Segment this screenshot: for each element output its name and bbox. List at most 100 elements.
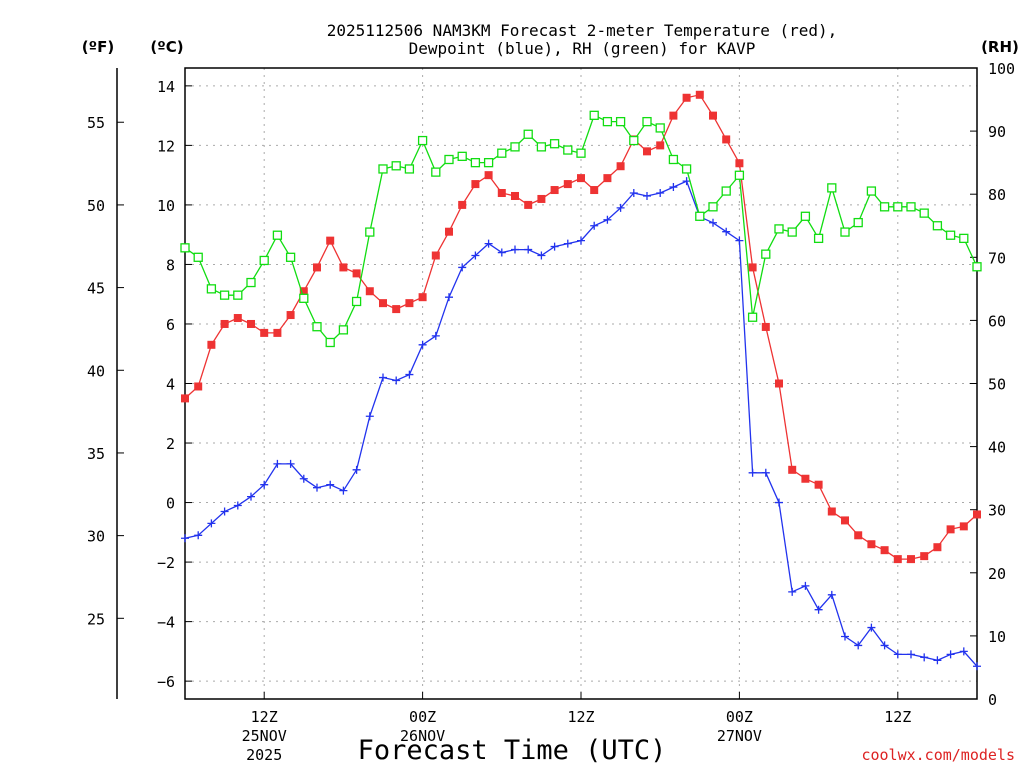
temperature-point-25 — [511, 191, 519, 200]
rh-point-47 — [800, 211, 811, 221]
temperature-point-13 — [352, 269, 361, 278]
f-tick-label-1: 50 — [87, 197, 105, 215]
temperature-point-29 — [563, 180, 572, 189]
temperature-point-56 — [920, 552, 929, 561]
rh-point-19 — [431, 167, 441, 177]
temperature-point-37 — [669, 111, 678, 120]
temperature-point-51 — [854, 531, 863, 540]
dewpoint-point-15 — [379, 373, 387, 382]
temperature-point-60 — [973, 510, 981, 519]
temperature-point-55 — [907, 555, 915, 564]
c-tick-label-2: 10 — [157, 197, 175, 215]
dewpoint-point-32 — [603, 215, 612, 224]
rh-point-57 — [932, 221, 943, 231]
chart-title-line2: Dewpoint (blue), RH (green) for KAVP — [409, 39, 756, 58]
temperature-point-2 — [207, 340, 216, 349]
dewpoint-point-17 — [405, 370, 414, 379]
temperature-series — [181, 90, 981, 564]
rh-point-5 — [246, 277, 256, 288]
temperature-point-18 — [418, 293, 427, 302]
dewpoint-point-51 — [854, 641, 863, 650]
rh-point-12 — [338, 325, 349, 335]
dewpoint-point-16 — [392, 376, 401, 385]
dewpoint-series — [181, 177, 981, 671]
temperature-point-23 — [484, 171, 493, 180]
rh-point-58 — [945, 230, 956, 240]
dewpoint-point-35 — [643, 191, 651, 200]
rh-point-28 — [549, 139, 560, 149]
rh-point-13 — [351, 296, 362, 307]
rh-point-27 — [536, 142, 547, 152]
rh-point-52 — [866, 186, 877, 196]
c-tick-label-3: 8 — [166, 256, 175, 274]
temperature-point-24 — [497, 189, 506, 198]
rh-point-20 — [444, 154, 454, 165]
temperature-point-30 — [577, 174, 585, 183]
temperature-point-5 — [247, 319, 255, 328]
dewpoint-point-1 — [194, 531, 203, 540]
dewpoint-point-40 — [709, 218, 717, 227]
rh-tick-label-6: 40 — [988, 439, 1006, 457]
dewpoint-point-7 — [273, 459, 282, 468]
temperature-point-1 — [194, 382, 203, 391]
series-layer — [180, 90, 982, 671]
temperature-point-22 — [471, 180, 480, 189]
rh-point-21 — [457, 151, 467, 161]
c-tick-label-6: 2 — [166, 435, 175, 453]
dewpoint-point-42 — [735, 236, 744, 245]
rh-point-6 — [259, 255, 269, 266]
rh-point-32 — [602, 116, 613, 127]
c-tick-label-5: 4 — [166, 376, 175, 394]
chart-title-line1: 2025112506 NAM3KM Forecast 2-meter Tempe… — [327, 21, 838, 40]
rh-point-59 — [959, 233, 969, 244]
temperature-point-11 — [326, 236, 335, 245]
axis-ticks: 14121086420−2−4−612Z25NOV202500Z26NOV12Z… — [87, 60, 1015, 764]
temperature-point-54 — [893, 555, 902, 564]
rh-point-51 — [853, 217, 863, 228]
dewpoint-point-10 — [313, 483, 321, 492]
dewpoint-point-21 — [458, 263, 467, 272]
rh-tick-label-4: 60 — [988, 312, 1006, 330]
temperature-point-6 — [260, 328, 269, 337]
dewpoint-point-6 — [260, 480, 269, 489]
rh-point-48 — [813, 233, 824, 244]
f-tick-label-6: 25 — [87, 610, 105, 628]
dewpoint-point-50 — [841, 632, 849, 641]
temperature-point-17 — [405, 299, 414, 308]
temperature-point-20 — [445, 227, 453, 236]
dewpoint-point-52 — [867, 623, 876, 632]
rh-point-18 — [417, 135, 428, 146]
dewpoint-point-0 — [181, 534, 189, 543]
rh-point-40 — [708, 202, 718, 212]
f-tick-label-2: 45 — [87, 280, 105, 298]
grid-lines — [185, 68, 977, 699]
dewpoint-point-57 — [933, 656, 942, 665]
temperature-point-28 — [550, 186, 559, 195]
temperature-point-41 — [722, 135, 731, 144]
dewpoint-point-45 — [775, 498, 783, 507]
temperature-point-57 — [933, 543, 942, 552]
c-tick-label-7: 0 — [166, 495, 175, 513]
celsius-unit-label: (ºC) — [150, 38, 183, 56]
x-tick-label-2: 12Z — [567, 708, 594, 726]
temperature-point-33 — [616, 162, 625, 171]
c-tick-label-8: −2 — [157, 554, 175, 572]
rh-point-30 — [576, 148, 586, 158]
rh-tick-label-1: 90 — [988, 123, 1006, 141]
x-tick-date-1: 26NOV — [400, 727, 445, 745]
rh-point-9 — [299, 293, 309, 303]
rh-point-33 — [615, 116, 626, 127]
temperature-point-45 — [775, 379, 783, 388]
dewpoint-point-46 — [788, 587, 797, 596]
dewpoint-point-43 — [748, 468, 757, 477]
temperature-point-52 — [867, 540, 876, 549]
dewpoint-point-44 — [761, 468, 770, 477]
c-tick-label-9: −4 — [157, 614, 175, 632]
temperature-point-38 — [682, 93, 691, 102]
dewpoint-point-23 — [484, 239, 493, 248]
temperature-point-8 — [286, 311, 295, 320]
temperature-point-15 — [379, 299, 387, 308]
c-tick-label-10: −6 — [157, 673, 175, 691]
dewpoint-point-12 — [339, 486, 348, 495]
temperature-point-36 — [656, 141, 665, 150]
